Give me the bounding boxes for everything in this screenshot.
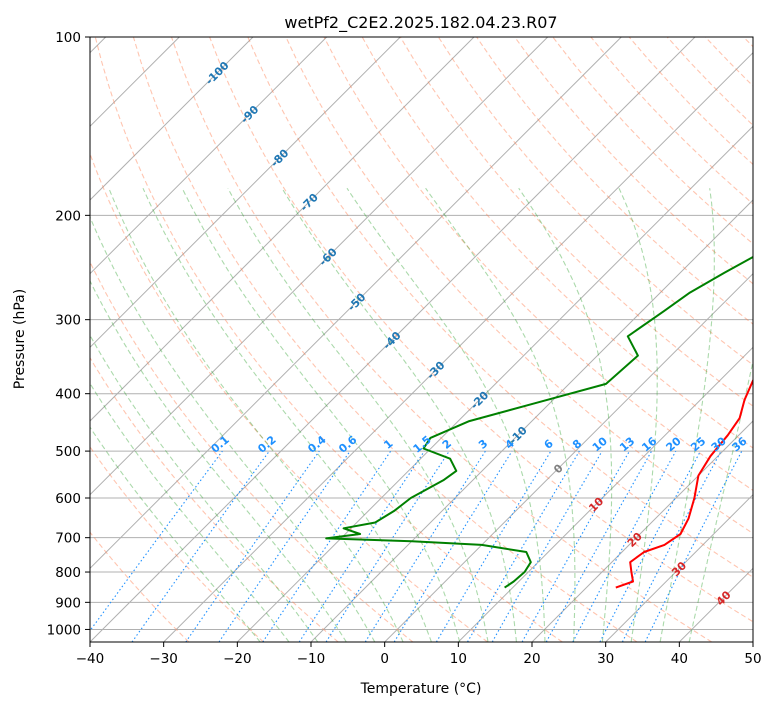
dry-adiabat-lines	[90, 37, 753, 642]
y-tick-label: 200	[55, 208, 81, 224]
moist-adiabat	[108, 187, 404, 642]
isotherm-line	[90, 37, 622, 570]
moist-adiabat	[227, 187, 489, 642]
isotherm-line	[90, 37, 328, 275]
dry-adiabat	[90, 356, 339, 642]
y-tick-label: 800	[55, 565, 81, 581]
mixing-ratio-line	[572, 450, 677, 642]
x-tick-label: 30	[597, 651, 614, 667]
dry-adiabat	[90, 445, 264, 642]
moist-adiabat	[518, 187, 613, 642]
moist-adiabat	[618, 187, 658, 642]
plot-area: 0.1 0.2 0.4 0.6 1 1.5 2 3 4 6 8 10 13 16 20 25 30 36-100-…	[90, 37, 753, 642]
dry-adiabat	[170, 37, 712, 642]
y-tick-label: 900	[55, 595, 81, 611]
mixing-ratio-line	[298, 450, 425, 642]
y-axis: 100 200 300 400 500 600 700 800 900 1000	[47, 30, 90, 638]
chart-title: wetPf2_C2E2.2025.182.04.23.R07	[284, 13, 557, 33]
moist-adiabat	[659, 188, 715, 642]
isotherm-line	[236, 125, 753, 642]
x-tick-label: −10	[297, 651, 326, 667]
x-tick-label: 0	[380, 651, 389, 667]
moist-adiabat	[90, 426, 261, 642]
dry-adiabat	[209, 37, 753, 623]
x-tick-label: −40	[76, 651, 105, 667]
moist-adiabat	[90, 215, 376, 642]
mixing-ratio-line	[218, 450, 351, 642]
x-tick-label: 50	[744, 651, 761, 667]
mixing-ratio-line	[521, 450, 630, 642]
y-tick-label: 300	[55, 313, 81, 329]
moist-adiabat-lines	[90, 187, 753, 642]
temperature-profile	[615, 379, 753, 589]
mixing-ratio-lines	[90, 450, 743, 642]
dry-adiabat	[514, 37, 753, 285]
mixing-ratio-line	[325, 450, 450, 642]
isotherm-line	[90, 37, 549, 496]
isotherm-line	[90, 37, 254, 201]
mixing-ratio-line	[644, 450, 743, 642]
y-tick-label: 700	[55, 531, 81, 547]
isotherm-line	[605, 493, 753, 642]
sounding-series	[325, 255, 753, 589]
x-axis-title: Temperature (°C)	[360, 681, 482, 697]
x-axis: −40 −30 −20 −10 0 10 20 30 40 50	[76, 642, 762, 667]
moist-adiabat	[90, 334, 319, 642]
mixing-ratio-line	[393, 450, 513, 642]
moist-adiabat	[90, 382, 290, 642]
dry-adiabat	[323, 37, 753, 492]
dry-adiabat	[90, 152, 488, 642]
dry-adiabat	[399, 37, 753, 407]
mixing-ratio-line	[90, 450, 223, 632]
y-axis-title: Pressure (hPa)	[12, 289, 28, 389]
dry-adiabat	[247, 37, 753, 578]
y-tick-label: 400	[55, 387, 81, 403]
dry-adiabat	[90, 260, 414, 642]
mixing-ratio-line	[545, 450, 653, 642]
moist-adiabat	[142, 187, 432, 642]
isotherm-line	[531, 420, 753, 642]
x-tick-label: −30	[149, 651, 178, 667]
dry-adiabat	[90, 531, 190, 642]
mixing-ratio-line	[131, 450, 270, 642]
mixing-ratio-line	[185, 450, 320, 642]
dry-adiabat	[132, 37, 638, 642]
moist-adiabat	[181, 187, 461, 642]
dry-adiabat	[285, 37, 753, 535]
x-tick-label: −20	[223, 651, 252, 667]
dry-adiabat	[437, 37, 753, 366]
y-tick-label: 600	[55, 491, 81, 507]
isotherm-line	[90, 37, 475, 422]
dry-adiabat	[361, 37, 753, 449]
isotherm-line	[90, 37, 401, 349]
moist-adiabat	[425, 187, 576, 642]
x-tick-label: 10	[450, 651, 467, 667]
dewpoint-profile	[325, 255, 753, 589]
x-tick-label: 20	[523, 651, 540, 667]
x-tick-label: 40	[671, 651, 688, 667]
moist-adiabat	[346, 187, 546, 642]
y-tick-label: 500	[55, 444, 81, 460]
plot-frame	[89, 36, 754, 643]
isotherm-line	[384, 272, 753, 642]
isotherm-line	[90, 37, 696, 642]
moist-adiabat	[90, 279, 347, 642]
y-tick-label: 100	[55, 30, 81, 46]
isotherm-line	[457, 346, 753, 642]
dry-adiabat	[94, 37, 563, 642]
y-tick-label: 1000	[47, 622, 81, 638]
mixing-ratio-line	[262, 450, 392, 642]
isotherm-line	[163, 51, 753, 642]
